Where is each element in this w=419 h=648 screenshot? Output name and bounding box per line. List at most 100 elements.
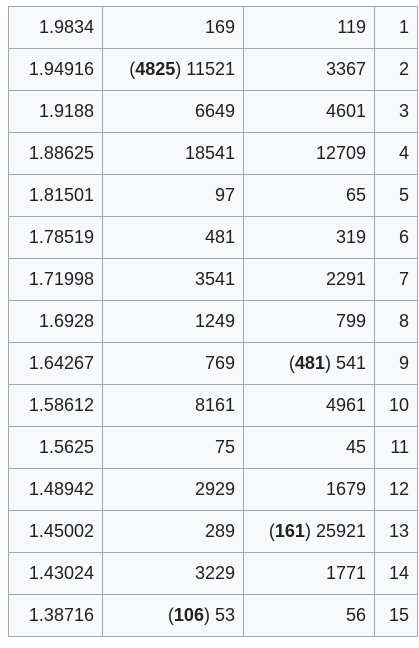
- bold-value: 481: [294, 353, 325, 373]
- ratio-cell: 1.71998: [8, 258, 103, 301]
- index-cell: 12: [374, 468, 418, 511]
- ratio-cell: 1.38716: [8, 594, 103, 637]
- table-row: 1.5625 75 45 11: [8, 426, 418, 469]
- ratio-cell: 1.43024: [8, 552, 103, 595]
- index-cell: 15: [374, 594, 418, 637]
- value-text: 481: [204, 227, 235, 247]
- value-cell-a: 289: [102, 510, 244, 553]
- table-row: 1.43024 3229 1771 14: [8, 552, 418, 595]
- value-cell-a: 769: [102, 342, 244, 385]
- value-text: 45: [345, 437, 366, 457]
- bold-value: 106: [173, 605, 204, 625]
- ratio-cell: 1.9188: [8, 90, 103, 133]
- value-text: 3229: [194, 563, 235, 583]
- table-row: 1.48942 2929 1679 12: [8, 468, 418, 511]
- value-cell-b: 4961: [243, 384, 375, 427]
- ratio-cell: 1.78519: [8, 216, 103, 259]
- table-row: 1.78519 481 319 6: [8, 216, 418, 259]
- value-text: 769: [204, 353, 235, 373]
- value-cell-b: 1771: [243, 552, 375, 595]
- value-cell-a: 3541: [102, 258, 244, 301]
- index-cell: 4: [374, 132, 418, 175]
- index-cell: 2: [374, 48, 418, 91]
- value-text: 12709: [315, 143, 366, 163]
- table-row: 1.88625 18541 12709 4: [8, 132, 418, 175]
- value-cell-b: 3367: [243, 48, 375, 91]
- value-cell-b: 119: [243, 6, 375, 49]
- value-cell-a: 75: [102, 426, 244, 469]
- value-cell-b: (161) 25921: [243, 510, 375, 553]
- value-text: 6649: [194, 101, 235, 121]
- value-text: 119: [337, 17, 366, 37]
- ratio-cell: 1.58612: [8, 384, 103, 427]
- value-text: 25921: [315, 521, 366, 541]
- value-cell-b: 65: [243, 174, 375, 217]
- index-cell: 11: [374, 426, 418, 469]
- ratio-cell: 1.94916: [8, 48, 103, 91]
- value-text: 2291: [325, 269, 366, 289]
- index-cell: 5: [374, 174, 418, 217]
- ratio-cell: 1.45002: [8, 510, 103, 553]
- value-text: 4601: [325, 101, 366, 121]
- index-cell: 13: [374, 510, 418, 553]
- value-text: 169: [204, 17, 235, 37]
- value-cell-a: 18541: [102, 132, 244, 175]
- value-text: 1771: [325, 563, 366, 583]
- value-text: 541: [335, 353, 366, 373]
- value-cell-b: 12709: [243, 132, 375, 175]
- table-row: 1.58612 8161 4961 10: [8, 384, 418, 427]
- bold-value: 4825: [135, 59, 176, 79]
- ratio-cell: 1.6928: [8, 300, 103, 343]
- value-cell-a: 481: [102, 216, 244, 259]
- data-table: 1.9834 169 119 1 1.94916 (4825) 11521 3367 2 1.9…: [8, 6, 418, 637]
- value-text: 2929: [194, 479, 235, 499]
- value-cell-b: (481) 541: [243, 342, 375, 385]
- value-text: 289: [204, 521, 235, 541]
- value-cell-a: (106) 53: [102, 594, 244, 637]
- value-text: 4961: [325, 395, 366, 415]
- table-row: 1.81501 97 65 5: [8, 174, 418, 217]
- value-text: 11521: [186, 59, 235, 79]
- value-text: 53: [214, 605, 235, 625]
- value-text: 18541: [184, 143, 235, 163]
- value-cell-a: 2929: [102, 468, 244, 511]
- value-text: 3541: [194, 269, 235, 289]
- index-cell: 10: [374, 384, 418, 427]
- value-text: 319: [335, 227, 366, 247]
- value-cell-b: 45: [243, 426, 375, 469]
- index-cell: 14: [374, 552, 418, 595]
- value-cell-b: 799: [243, 300, 375, 343]
- table-body: 1.9834 169 119 1 1.94916 (4825) 11521 3367 2 1.9…: [8, 6, 418, 637]
- ratio-cell: 1.48942: [8, 468, 103, 511]
- value-cell-b: 319: [243, 216, 375, 259]
- value-text: 8161: [194, 395, 235, 415]
- index-cell: 8: [374, 300, 418, 343]
- ratio-cell: 1.81501: [8, 174, 103, 217]
- index-cell: 7: [374, 258, 418, 301]
- index-cell: 9: [374, 342, 418, 385]
- value-cell-a: (4825) 11521: [102, 48, 244, 91]
- value-text: 799: [335, 311, 366, 331]
- value-cell-a: 97: [102, 174, 244, 217]
- value-cell-b: 1679: [243, 468, 375, 511]
- value-text: 56: [345, 605, 366, 625]
- value-cell-a: 1249: [102, 300, 244, 343]
- table-row: 1.64267 769 (481) 541 9: [8, 342, 418, 385]
- value-cell-a: 169: [102, 6, 244, 49]
- value-text: 75: [214, 437, 235, 457]
- value-text: 65: [345, 185, 366, 205]
- ratio-cell: 1.88625: [8, 132, 103, 175]
- value-cell-b: 4601: [243, 90, 375, 133]
- value-cell-a: 8161: [102, 384, 244, 427]
- table-row: 1.9834 169 119 1: [8, 6, 418, 49]
- value-cell-b: 2291: [243, 258, 375, 301]
- bold-value: 161: [274, 521, 305, 541]
- ratio-cell: 1.9834: [8, 6, 103, 49]
- value-text: 97: [214, 185, 235, 205]
- value-text: 1249: [194, 311, 235, 331]
- table-row: 1.9188 6649 4601 3: [8, 90, 418, 133]
- table-row: 1.94916 (4825) 11521 3367 2: [8, 48, 418, 91]
- index-cell: 1: [374, 6, 418, 49]
- index-cell: 3: [374, 90, 418, 133]
- value-cell-a: 6649: [102, 90, 244, 133]
